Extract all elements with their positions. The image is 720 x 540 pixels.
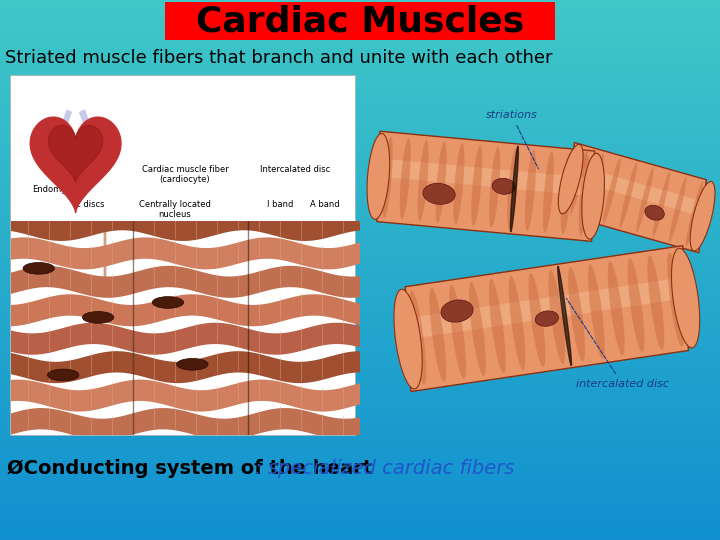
FancyArrow shape: [80, 110, 101, 163]
Ellipse shape: [400, 138, 410, 220]
Ellipse shape: [454, 143, 464, 225]
FancyArrow shape: [54, 110, 71, 156]
Text: I band: I band: [267, 200, 293, 209]
Ellipse shape: [367, 133, 390, 219]
Ellipse shape: [570, 148, 588, 214]
Ellipse shape: [152, 296, 184, 308]
Ellipse shape: [568, 267, 585, 361]
Ellipse shape: [669, 177, 687, 242]
Ellipse shape: [620, 163, 637, 228]
Polygon shape: [11, 323, 360, 355]
Ellipse shape: [418, 140, 428, 221]
Polygon shape: [11, 209, 360, 241]
Ellipse shape: [492, 178, 516, 194]
Ellipse shape: [647, 255, 665, 350]
Polygon shape: [405, 246, 688, 392]
Ellipse shape: [394, 289, 422, 389]
Ellipse shape: [472, 145, 482, 226]
Ellipse shape: [410, 291, 426, 385]
Text: striations: striations: [486, 110, 539, 168]
Polygon shape: [570, 165, 704, 216]
Polygon shape: [30, 117, 121, 213]
Polygon shape: [11, 408, 360, 440]
Ellipse shape: [588, 264, 605, 359]
Text: intercalated disc: intercalated disc: [567, 298, 669, 389]
FancyBboxPatch shape: [10, 75, 355, 435]
Text: ØConducting system of the heart: ØConducting system of the heart: [7, 458, 372, 477]
Ellipse shape: [558, 266, 572, 366]
Polygon shape: [567, 143, 706, 253]
Polygon shape: [11, 380, 360, 411]
Text: Endomysium: Endomysium: [32, 185, 86, 194]
Polygon shape: [11, 266, 360, 298]
Ellipse shape: [636, 167, 654, 233]
Ellipse shape: [423, 184, 455, 204]
Ellipse shape: [535, 311, 559, 326]
Ellipse shape: [23, 262, 55, 274]
Text: Centrally located
nucleus: Centrally located nucleus: [139, 200, 211, 219]
Ellipse shape: [507, 148, 518, 230]
Ellipse shape: [549, 270, 565, 364]
Ellipse shape: [48, 369, 79, 381]
Ellipse shape: [436, 141, 446, 223]
Ellipse shape: [525, 150, 536, 231]
Text: Cardiac Muscles: Cardiac Muscles: [196, 4, 524, 38]
Text: : specialized cardiac fibers: : specialized cardiac fibers: [255, 458, 514, 477]
Ellipse shape: [543, 151, 554, 233]
Ellipse shape: [558, 144, 583, 214]
Text: A band: A band: [310, 200, 340, 209]
Ellipse shape: [510, 146, 518, 232]
Ellipse shape: [449, 285, 466, 379]
Ellipse shape: [561, 153, 572, 234]
Ellipse shape: [441, 300, 473, 322]
Ellipse shape: [672, 248, 700, 348]
Polygon shape: [11, 294, 360, 326]
Ellipse shape: [528, 273, 545, 367]
Ellipse shape: [429, 287, 446, 382]
Ellipse shape: [690, 181, 715, 251]
Polygon shape: [11, 238, 360, 269]
Text: Striated muscle fibers that branch and unite with each other: Striated muscle fibers that branch and u…: [5, 49, 552, 67]
Polygon shape: [48, 125, 103, 183]
Ellipse shape: [603, 158, 621, 224]
Ellipse shape: [587, 153, 604, 219]
Polygon shape: [11, 351, 360, 383]
FancyBboxPatch shape: [165, 2, 555, 40]
Ellipse shape: [582, 153, 604, 239]
Ellipse shape: [579, 154, 590, 236]
Ellipse shape: [652, 172, 670, 238]
Ellipse shape: [608, 261, 624, 355]
Polygon shape: [378, 158, 594, 196]
Ellipse shape: [489, 146, 500, 228]
Ellipse shape: [469, 282, 486, 376]
Text: Z discs: Z discs: [75, 200, 104, 209]
Text: Intercalated disc: Intercalated disc: [260, 165, 330, 174]
Ellipse shape: [176, 359, 208, 370]
Ellipse shape: [382, 137, 393, 218]
Ellipse shape: [685, 181, 703, 247]
Ellipse shape: [628, 258, 644, 353]
Ellipse shape: [645, 205, 665, 220]
Ellipse shape: [509, 276, 526, 370]
Ellipse shape: [82, 312, 114, 323]
Polygon shape: [407, 277, 687, 339]
Polygon shape: [377, 131, 595, 241]
Text: Cardiac muscle fiber
(cardiocyte): Cardiac muscle fiber (cardiocyte): [142, 165, 228, 184]
Ellipse shape: [489, 279, 505, 373]
Ellipse shape: [667, 252, 684, 347]
